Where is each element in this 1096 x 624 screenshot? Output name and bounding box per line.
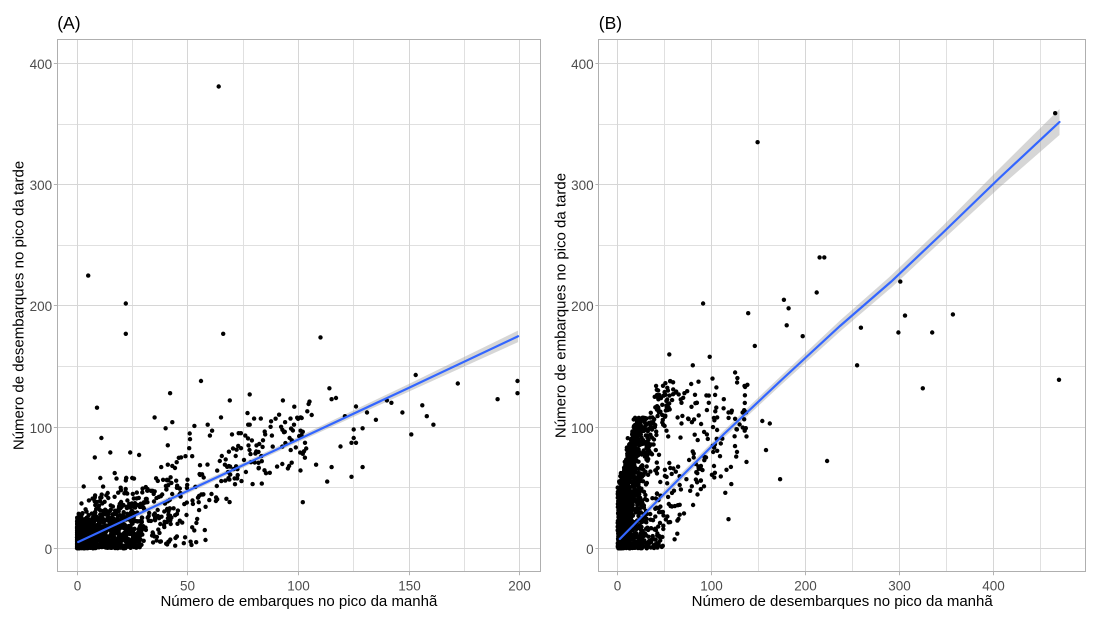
svg-text:(A): (A) — [57, 13, 80, 33]
svg-text:Número de embarques no pico da: Número de embarques no pico da manhã — [160, 593, 437, 610]
svg-text:300: 300 — [571, 178, 594, 193]
svg-text:400: 400 — [982, 579, 1005, 594]
svg-text:100: 100 — [571, 421, 594, 436]
svg-text:200: 200 — [571, 299, 594, 314]
svg-text:300: 300 — [888, 579, 911, 594]
svg-text:Número de desembarques no pico: Número de desembarques no pico da manhã — [692, 593, 994, 610]
svg-text:150: 150 — [398, 579, 421, 594]
svg-text:0: 0 — [74, 579, 82, 594]
svg-text:200: 200 — [508, 579, 531, 594]
svg-text:400: 400 — [30, 57, 53, 72]
svg-text:50: 50 — [180, 579, 195, 594]
svg-text:200: 200 — [794, 579, 817, 594]
svg-text:0: 0 — [614, 579, 622, 594]
svg-text:300: 300 — [30, 178, 53, 193]
svg-text:(B): (B) — [599, 13, 622, 33]
svg-text:100: 100 — [287, 579, 310, 594]
svg-text:100: 100 — [30, 421, 53, 436]
svg-text:Número de embarques no pico da: Número de embarques no pico da tarde — [552, 173, 569, 438]
svg-text:100: 100 — [700, 579, 723, 594]
svg-text:0: 0 — [45, 542, 53, 557]
svg-text:200: 200 — [30, 299, 53, 314]
svg-text:0: 0 — [586, 542, 594, 557]
svg-text:Número de desembarques no pico: Número de desembarques no pico da tarde — [11, 161, 28, 450]
svg-text:400: 400 — [571, 57, 594, 72]
